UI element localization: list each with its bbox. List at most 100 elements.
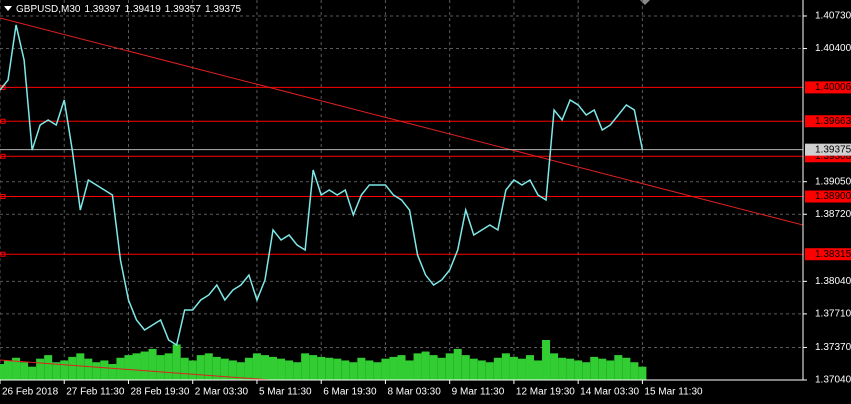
x-tick-label: 12 Mar 19:30 bbox=[516, 387, 575, 398]
volume-bar bbox=[566, 358, 575, 380]
volume-bar bbox=[606, 360, 615, 380]
volume-bar bbox=[236, 362, 245, 380]
x-tick-label: 2 Mar 03:30 bbox=[195, 387, 249, 398]
volume-bar bbox=[630, 362, 639, 380]
volume-bar bbox=[20, 362, 29, 380]
level-label: 1.39308 bbox=[815, 151, 851, 162]
x-tick-label: 6 Mar 19:30 bbox=[323, 387, 377, 398]
volume-bar bbox=[325, 357, 334, 380]
volume-bar bbox=[140, 351, 149, 380]
volume-bar bbox=[4, 360, 13, 380]
y-tick-label: 1.37710 bbox=[815, 309, 851, 320]
volume-bar bbox=[341, 360, 350, 380]
trendline bbox=[0, 17, 803, 226]
volume-bar bbox=[132, 353, 141, 380]
x-tick-label: 14 Mar 03:30 bbox=[580, 387, 639, 398]
volume-bar bbox=[220, 358, 229, 380]
volume-bar bbox=[12, 357, 21, 380]
volume-bar bbox=[28, 366, 37, 380]
volume-bar bbox=[365, 360, 374, 380]
volume-bar bbox=[445, 353, 454, 380]
volume-bar bbox=[638, 366, 647, 380]
level-marker bbox=[0, 251, 6, 257]
price-line-series bbox=[0, 24, 644, 347]
volume-bar bbox=[517, 358, 526, 380]
y-tick-label: 1.37040 bbox=[815, 375, 851, 386]
level-marker bbox=[0, 194, 6, 200]
chart-header: GBPUSD,M30 1.39397 1.39419 1.39357 1.39375 bbox=[16, 4, 242, 15]
volume-bar bbox=[277, 358, 286, 380]
volume-bar bbox=[357, 357, 366, 380]
level-label-box bbox=[805, 190, 851, 203]
volume-bar bbox=[349, 362, 358, 380]
price-label: 1.39375 bbox=[815, 144, 851, 155]
y-tick-label: 1.38040 bbox=[815, 276, 851, 287]
volume-bar bbox=[469, 358, 478, 380]
level-label-box bbox=[805, 248, 851, 261]
volume-bar bbox=[598, 358, 607, 380]
x-tick-label: 9 Mar 11:30 bbox=[452, 387, 505, 398]
volume-bar bbox=[389, 356, 398, 380]
level-marker bbox=[0, 153, 6, 159]
close: 1.39375 bbox=[205, 4, 242, 15]
volume-bar bbox=[196, 355, 205, 380]
low: 1.39357 bbox=[165, 4, 202, 15]
symbol: GBPUSD,M30 bbox=[16, 4, 81, 15]
volume-bar bbox=[180, 357, 189, 380]
volume-bar bbox=[429, 355, 438, 380]
volume-bar bbox=[124, 355, 133, 380]
open: 1.39397 bbox=[84, 4, 121, 15]
volume-bar bbox=[501, 353, 510, 380]
volume-bar bbox=[76, 353, 85, 380]
level-label-box bbox=[805, 115, 851, 128]
volume-bar bbox=[574, 360, 583, 380]
volume-bar bbox=[293, 362, 302, 380]
volume-bar bbox=[164, 353, 173, 380]
volume-bar bbox=[148, 348, 157, 380]
volume-bar bbox=[405, 360, 414, 380]
volume-bar bbox=[52, 362, 61, 380]
volume-bar bbox=[204, 353, 213, 380]
volume-bar bbox=[269, 356, 278, 380]
x-tick-label: 26 Feb 2018 bbox=[2, 387, 59, 398]
volume-bar bbox=[622, 357, 631, 380]
volume-bar bbox=[525, 355, 534, 380]
volume-bar bbox=[228, 360, 237, 380]
volume-bar bbox=[244, 357, 253, 380]
level-label: 1.40006 bbox=[815, 82, 851, 93]
volume-bar bbox=[542, 340, 551, 380]
volume-bar bbox=[614, 355, 623, 380]
volume-bar bbox=[461, 355, 470, 380]
volume-bar bbox=[550, 353, 559, 380]
x-tick-label: 5 Mar 11:30 bbox=[259, 387, 312, 398]
volume-bar bbox=[309, 355, 318, 380]
volume-bar bbox=[212, 356, 221, 380]
volume-bar bbox=[333, 358, 342, 380]
volume-bar bbox=[533, 360, 543, 380]
high: 1.39419 bbox=[125, 4, 162, 15]
volume-bar bbox=[373, 362, 382, 380]
volume-bar bbox=[252, 353, 261, 380]
volume-bar bbox=[0, 364, 5, 380]
level-label-box bbox=[805, 81, 851, 94]
volume-bar bbox=[172, 344, 181, 380]
volume-bar bbox=[558, 357, 567, 380]
volume-bar bbox=[108, 364, 117, 380]
volume-bar bbox=[590, 356, 599, 380]
volume-bar bbox=[509, 356, 518, 380]
volume-bar bbox=[84, 358, 93, 380]
volume-bar bbox=[493, 357, 502, 380]
y-tick-label: 1.38720 bbox=[815, 209, 851, 220]
volume-bar bbox=[44, 355, 53, 380]
x-tick-label: 28 Feb 19:30 bbox=[130, 387, 189, 398]
volume-bar bbox=[582, 362, 591, 380]
volume-bar bbox=[421, 351, 430, 380]
volume-bar bbox=[36, 358, 45, 380]
level-label: 1.38315 bbox=[815, 249, 851, 260]
menu-arrow[interactable] bbox=[4, 6, 12, 11]
level-marker bbox=[0, 118, 6, 124]
trendline bbox=[0, 359, 278, 380]
volume-bar bbox=[485, 362, 494, 380]
